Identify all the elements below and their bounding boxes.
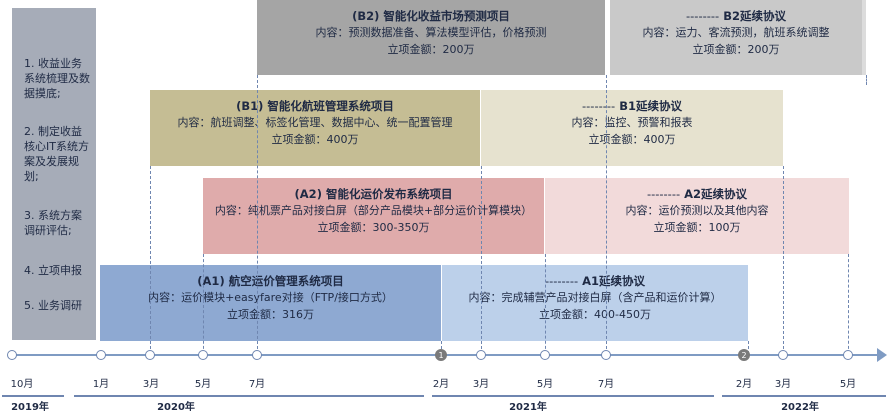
project-b2-extension-content: 内容：运力、客流预测，航班系统调整	[642, 26, 830, 39]
timeline-node	[198, 350, 208, 360]
project-b2-extension-title: B2延续协议	[723, 9, 786, 23]
project-a1-extension-content: 内容：完成辅营产品对接白屏（含产品和运价计算）	[468, 291, 722, 304]
month-label: 5月	[839, 379, 857, 390]
project-a2-content: 内容：纯机票产品对接白屏（部分产品模块+部分运价计算模块）	[214, 204, 533, 217]
year-label: 2021年	[509, 402, 547, 413]
project-a1-extension-amount: 立项金额：400-450万	[539, 308, 651, 321]
month-label: 5月	[194, 379, 212, 390]
month-label: 10月	[10, 379, 34, 390]
timeline-node	[96, 350, 106, 360]
year-label: 2019年	[11, 402, 49, 413]
project-b1-content: 内容：航班调整、标签化管理、数据中心、统一配置管理	[177, 116, 453, 129]
project-a1-extension-box: -------- A1延续协议 内容：完成辅营产品对接白屏（含产品和运价计算） …	[442, 265, 748, 341]
project-b1-box: (B1) 智能化航班管理系统项目 内容：航班调整、标签化管理、数据中心、统一配置…	[150, 90, 480, 166]
timeline-node	[540, 350, 550, 360]
project-b2-title: (B2) 智能化收益市场预测项目	[352, 9, 510, 23]
guide-line	[848, 254, 849, 354]
project-b1-extension-title: B1延续协议	[619, 99, 682, 113]
task-item: 5. 业务调研	[24, 299, 82, 312]
month-label: 2月	[432, 379, 450, 390]
timeline-node	[252, 350, 262, 360]
guide-line	[203, 254, 204, 354]
month-label: 3月	[472, 379, 490, 390]
project-a2-extension-title: A2延续协议	[684, 187, 748, 201]
project-b1-extension-content: 内容：监控、预警和报表	[571, 116, 693, 129]
guide-line	[257, 75, 258, 354]
project-a2-extension-amount: 立项金额：100万	[653, 221, 741, 234]
month-label: 3月	[142, 379, 160, 390]
timeline-node	[601, 350, 611, 360]
month-label: 7月	[248, 379, 266, 390]
year-bar-2020	[74, 395, 424, 397]
guide-line	[748, 341, 749, 354]
project-a2-extension-box: -------- A2延续协议 内容：运价预测以及其他内容 立项金额：100万	[545, 178, 849, 254]
milestone-marker: 1	[435, 349, 447, 361]
guide-line	[606, 75, 607, 354]
project-b1-extension-amount: 立项金额：400万	[588, 133, 676, 146]
timeline-node	[7, 350, 17, 360]
month-label: 2月	[735, 379, 753, 390]
timeline-node	[476, 350, 486, 360]
project-b2-extension-box: -------- B2延续协议 内容：运力、客流预测，航班系统调整 立项金额：2…	[610, 0, 866, 75]
dash-prefix: --------	[544, 274, 579, 288]
task-item: 3. 系统方案调研评估;	[24, 209, 82, 237]
timeline-node	[145, 350, 155, 360]
guide-line	[866, 75, 867, 85]
timeline-arrow-icon	[877, 348, 887, 362]
month-label: 7月	[597, 379, 615, 390]
year-label: 2022年	[781, 402, 819, 413]
project-a2-extension-content: 内容：运价预测以及其他内容	[625, 204, 769, 217]
project-a2-title: (A2) 智能化运价发布系统项目	[294, 187, 453, 201]
project-b1-title: (B1) 智能化航班管理系统项目	[236, 99, 394, 113]
project-b2-box: (B2) 智能化收益市场预测项目 内容：预测数据准备、算法模型评估，价格预测 立…	[257, 0, 605, 75]
task-item: 4. 立项申报	[24, 264, 82, 277]
project-b2-content: 内容：预测数据准备、算法模型评估，价格预测	[315, 26, 547, 39]
year-bar-2019	[2, 395, 64, 397]
milestone-marker: 2	[738, 349, 750, 361]
project-a1-box: (A1) 航空运价管理系统项目 内容：运价模块+easyfare对接（FTP/接…	[100, 265, 441, 341]
dash-prefix: --------	[686, 9, 720, 23]
project-a1-extension-title: A1延续协议	[582, 274, 646, 288]
project-b2-amount: 立项金额：200万	[387, 43, 475, 56]
guide-line	[783, 166, 784, 354]
year-bar-2022	[722, 395, 886, 397]
dash-prefix: --------	[646, 187, 681, 201]
project-b2-extension-amount: 立项金额：200万	[692, 43, 780, 56]
month-label: 3月	[774, 379, 792, 390]
timeline-node	[843, 350, 853, 360]
task-item: 2. 制定收益核心IT系统方案及发展规划;	[24, 125, 89, 183]
project-a2-amount: 立项金额：300-350万	[317, 221, 430, 234]
project-a1-title: (A1) 航空运价管理系统项目	[197, 274, 344, 288]
guide-line	[150, 166, 151, 354]
guide-line	[481, 166, 482, 354]
month-label: 5月	[536, 379, 554, 390]
year-label: 2020年	[157, 402, 195, 413]
timeline-node	[778, 350, 788, 360]
guide-line	[545, 254, 546, 354]
task-item: 1. 收益业务系统梳理及数据摸底;	[24, 57, 90, 100]
month-label: 1月	[92, 379, 110, 390]
guide-line	[441, 341, 442, 354]
project-b1-amount: 立项金额：400万	[271, 133, 359, 146]
task-panel: 1. 收益业务系统梳理及数据摸底; 2. 制定收益核心IT系统方案及发展规划; …	[12, 8, 96, 340]
project-a2-box: (A2) 智能化运价发布系统项目 内容：纯机票产品对接白屏（部分产品模块+部分运…	[203, 178, 544, 254]
year-bar-2021	[432, 395, 714, 397]
project-a1-amount: 立项金额：316万	[227, 308, 314, 321]
project-b1-extension-box: -------- B1延续协议 内容：监控、预警和报表 立项金额：400万	[481, 90, 783, 166]
dash-prefix: --------	[582, 99, 616, 113]
project-a1-content: 内容：运价模块+easyfare对接（FTP/接口方式）	[148, 291, 393, 304]
